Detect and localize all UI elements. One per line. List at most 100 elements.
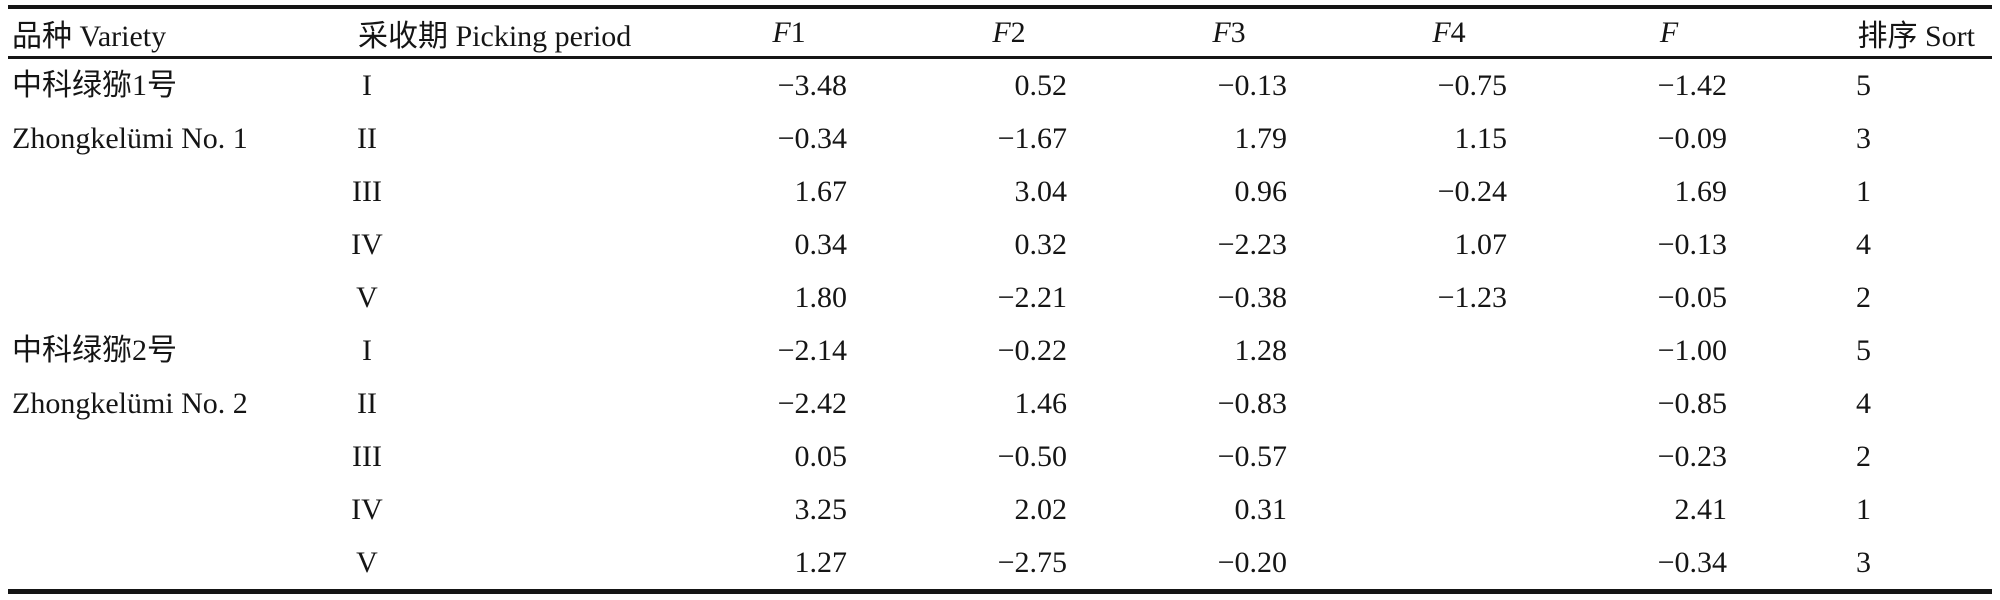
cell-f3: −0.38 (1217, 280, 1287, 314)
table-row: 中科绿猕1号 Zhongkelümi No. 1 I −3.48 0.52 −0… (8, 58, 1992, 156)
cell-f2: 0.32 (1014, 227, 1068, 261)
period-cell: III (345, 165, 679, 218)
cell-sort: 4 (1856, 227, 1871, 261)
cell-f4 (1339, 377, 1559, 430)
cell-f4 (1339, 483, 1559, 536)
cell-f2: 3.04 (1014, 174, 1068, 208)
table-row: III 0.05 −0.50 −0.57 −0.23 2 (8, 430, 1992, 483)
variety-name-en: Zhongkelümi No. 2 (12, 387, 248, 420)
cell-f1: 0.34 (794, 227, 848, 261)
cell-sort: 2 (1856, 280, 1871, 314)
period-cell: I (345, 58, 679, 113)
f3-italic-letter: F (1212, 15, 1231, 49)
cell-f: −0.05 (1657, 280, 1727, 314)
cell-f4: 1.15 (1454, 121, 1508, 155)
period-cell: III (345, 430, 679, 483)
period-cell: IV (345, 218, 679, 271)
period-label: II (357, 121, 377, 155)
period-label: III (352, 174, 382, 208)
cell-sort: 1 (1856, 174, 1871, 208)
cell-f4: −1.23 (1437, 280, 1507, 314)
cell-f2: 0.52 (1014, 68, 1068, 102)
variety-name-zh: 中科绿猕2号 (12, 334, 177, 367)
f1-italic-letter: F (772, 15, 791, 49)
cell-f3: 1.28 (1234, 333, 1288, 367)
period-cell: V (345, 536, 679, 592)
cell-f: −1.00 (1657, 333, 1727, 367)
table-row: V 1.27 −2.75 −0.20 −0.34 3 (8, 536, 1992, 592)
cell-f1: −2.42 (777, 386, 847, 420)
f3-number: 3 (1230, 15, 1246, 49)
table-row: III 1.67 3.04 0.96 −0.24 1.69 1 (8, 165, 1992, 218)
f4-number: 4 (1450, 15, 1466, 49)
col-header-f: F (1559, 7, 1779, 59)
cell-f: 1.69 (1674, 174, 1728, 208)
period-label: IV (351, 227, 383, 261)
table-row: 中科绿猕2号 Zhongkelümi No. 2 I −2.14 −0.22 1… (8, 324, 1992, 421)
cell-f3: −0.13 (1217, 68, 1287, 102)
period-label: V (356, 280, 378, 314)
cell-f1: 1.80 (794, 280, 848, 314)
cell-f3: 1.79 (1234, 121, 1288, 155)
cell-sort: 5 (1856, 333, 1871, 367)
f2-italic-letter: F (992, 15, 1011, 49)
col-header-sort: 排序 Sort (1779, 7, 1992, 59)
variety-cell-1: 中科绿猕1号 Zhongkelümi No. 1 (8, 58, 345, 325)
cell-f3: −0.20 (1217, 545, 1287, 579)
cell-sort: 3 (1856, 545, 1871, 579)
cell-f3: −0.83 (1217, 386, 1287, 420)
cell-f2: 1.46 (1014, 386, 1068, 420)
cell-f2: −2.21 (997, 280, 1067, 314)
f-italic-letter: F (1659, 15, 1679, 49)
col-header-picking-period: 采收期 Picking period (345, 7, 679, 59)
cell-f1: −2.14 (777, 333, 847, 367)
col-header-f3: F3 (1119, 7, 1339, 59)
cell-f1: 3.25 (794, 492, 848, 526)
cell-f1: 1.67 (794, 174, 848, 208)
cell-sort: 2 (1856, 439, 1871, 473)
col-header-f4: F4 (1339, 7, 1559, 59)
cell-f4: −0.24 (1437, 174, 1507, 208)
cell-f1: 0.05 (794, 439, 848, 473)
col-header-f1: F1 (679, 7, 899, 59)
period-cell: II (345, 112, 679, 165)
cell-f3: 0.96 (1234, 174, 1288, 208)
cell-f4: 1.07 (1454, 227, 1508, 261)
cell-f: −1.42 (1657, 68, 1727, 102)
cell-f3: −0.57 (1217, 439, 1287, 473)
variety-cell-2: 中科绿猕2号 Zhongkelümi No. 2 (8, 324, 345, 592)
cell-f4: −0.75 (1437, 68, 1507, 102)
period-label: III (352, 439, 382, 473)
cell-f2: −1.67 (997, 121, 1067, 155)
cell-sort: 3 (1856, 121, 1871, 155)
table-row: V 1.80 −2.21 −0.38 −1.23 −0.05 2 (8, 271, 1992, 324)
table-row: II −0.34 −1.67 1.79 1.15 −0.09 3 (8, 112, 1992, 165)
period-label: IV (351, 492, 383, 526)
cell-f: −0.23 (1657, 439, 1727, 473)
cell-sort: 5 (1856, 68, 1871, 102)
cell-f: −0.09 (1657, 121, 1727, 155)
cell-f: 2.41 (1674, 492, 1728, 526)
period-label: II (357, 386, 377, 420)
factor-score-table: 品种 Variety 采收期 Picking period F1 F2 F3 F… (8, 5, 1992, 594)
cell-f4 (1339, 430, 1559, 483)
cell-f1: −0.34 (777, 121, 847, 155)
cell-f1: 1.27 (794, 545, 848, 579)
period-cell: I (345, 324, 679, 377)
cell-f4 (1339, 324, 1559, 377)
cell-f3: −2.23 (1217, 227, 1287, 261)
period-cell: V (345, 271, 679, 324)
cell-f2: −0.22 (997, 333, 1067, 367)
cell-f4 (1339, 536, 1559, 592)
cell-sort: 4 (1856, 386, 1871, 420)
period-label: I (362, 68, 372, 102)
col-header-variety: 品种 Variety (8, 7, 345, 59)
period-label: V (356, 545, 378, 579)
table-row: IV 3.25 2.02 0.31 2.41 1 (8, 483, 1992, 536)
f2-number: 2 (1010, 15, 1026, 49)
cell-f2: −2.75 (997, 545, 1067, 579)
variety-name-zh: 中科绿猕1号 (12, 69, 177, 102)
cell-f: −0.34 (1657, 545, 1727, 579)
cell-f1: −3.48 (777, 68, 847, 102)
cell-f2: 2.02 (1014, 492, 1068, 526)
